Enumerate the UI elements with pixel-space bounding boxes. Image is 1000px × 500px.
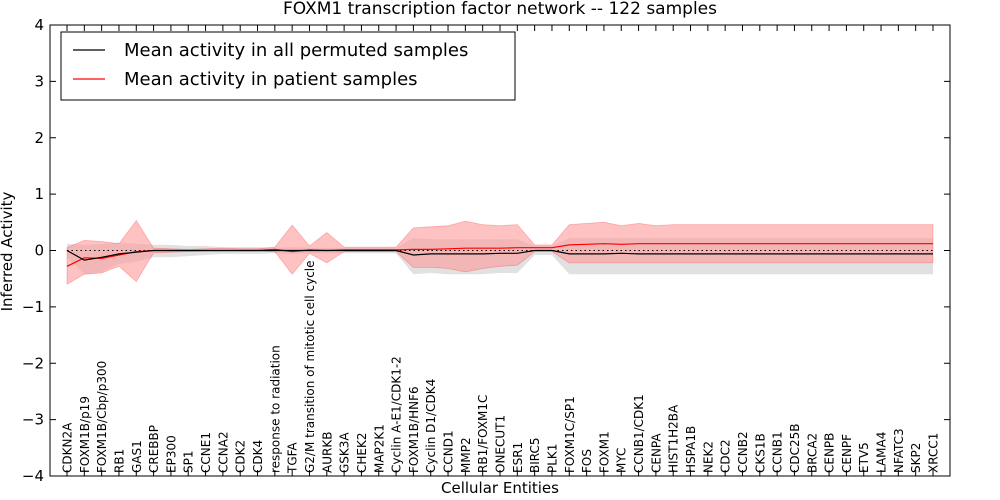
x-tick-label: CCNB1/CDK1 (632, 394, 646, 473)
x-tick-label: SP1 (182, 451, 196, 474)
x-tick-label: CDKN2A (61, 422, 75, 473)
x-axis: CDKN2A FOXM1B/p19 FOXM1B/Cbp/p300 RB1 GAS1 CR… (61, 25, 941, 476)
x-tick-label: PLK1 (546, 444, 560, 473)
x-tick-label: FOXM1B/p19 (78, 396, 92, 473)
y-tick-label: 0 (34, 242, 44, 260)
x-tick-label: RB1 (113, 449, 127, 473)
x-tick-label: NFATC3 (892, 428, 906, 473)
x-tick-label: MYC (615, 448, 629, 473)
x-tick-label: AURKB (320, 432, 334, 473)
legend-label: Mean activity in all permuted samples (124, 40, 468, 61)
x-tick-label: CCNE1 (199, 432, 213, 473)
x-tick-label: SKP2 (909, 443, 923, 473)
x-tick-label: CCNB2 (736, 431, 750, 473)
y-tick-label: 1 (34, 185, 44, 203)
legend-label: Mean activity in patient samples (124, 69, 418, 90)
legend-box (60, 31, 516, 101)
x-tick-label: CENPB (823, 433, 837, 473)
x-tick-label: CCND1 (442, 430, 456, 473)
x-tick-label: ONECUT1 (494, 415, 508, 473)
x-tick-label: TGFA (286, 442, 300, 474)
x-tick-label: RB1/FOXM1C (476, 395, 490, 473)
y-tick-label: −3 (22, 411, 44, 429)
x-tick-label: GAS1 (130, 440, 144, 473)
x-tick-label: CENPA (649, 433, 663, 473)
x-tick-label: CDK2 (234, 440, 248, 473)
y-tick-label: −1 (22, 298, 44, 316)
x-tick-label: GSK3A (338, 432, 352, 473)
y-axis-label: Inferred Activity (0, 191, 16, 311)
x-tick-label: NEK2 (701, 441, 715, 473)
x-tick-label: Cyclin D1/CDK4 (424, 379, 438, 473)
x-tick-label: CDC25B (788, 424, 802, 474)
x-tick-label: BRCA2 (805, 433, 819, 473)
x-tick-label: LAMA4 (875, 432, 889, 473)
y-tick-label: 3 (34, 72, 44, 90)
x-tick-label: EP300 (164, 435, 178, 473)
series-line-permuted (66, 249, 933, 261)
x-tick-label: MAP2K1 (372, 424, 386, 473)
band-patient (66, 219, 934, 285)
x-tick-label: HSPA1B (684, 426, 698, 473)
x-tick-label: CHEK2 (355, 433, 369, 474)
x-tick-label: CENPF (840, 434, 854, 473)
x-tick-label: FOS (580, 449, 594, 473)
x-tick-label: FOXM1B/Cbp/p300 (95, 361, 109, 473)
x-tick-label: CKS1B (753, 433, 767, 473)
x-tick-label: CCNA2 (216, 431, 230, 473)
x-tick-label: BIRC5 (528, 437, 542, 473)
activity-bands (66, 219, 934, 285)
x-tick-label: CCNB1 (771, 431, 785, 473)
chart-title: FOXM1 transcription factor network -- 12… (283, 0, 717, 19)
x-tick-label: ETV5 (857, 442, 871, 473)
x-axis-label: Cellular Entities (441, 479, 559, 497)
x-tick-label: MMP2 (459, 437, 473, 473)
x-tick-label: CDK4 (251, 440, 265, 473)
x-tick-label: XRCC1 (927, 433, 941, 473)
series-lines (66, 243, 933, 267)
x-tick-label: Cyclin A-E1/CDK1-2 (390, 356, 404, 473)
x-tick-label: HIST1H2BA (667, 404, 681, 473)
y-tick-label: −2 (22, 354, 44, 372)
y-tick-label: 4 (34, 16, 44, 34)
x-tick-label: FOXM1B/HNF6 (407, 386, 421, 473)
x-tick-label: CREBBP (147, 425, 161, 473)
x-tick-label: FOXM1 (597, 431, 611, 473)
x-tick-label: FOXM1C/SP1 (563, 396, 577, 473)
y-tick-label: 2 (34, 129, 44, 147)
x-tick-label: response to radiation (268, 345, 282, 473)
x-tick-label: ESR1 (511, 442, 525, 473)
x-tick-label: G2/M transition of mitotic cell cycle (303, 260, 317, 473)
legend: Mean activity in all permuted samples Mea… (60, 31, 516, 101)
y-axis: −4 −3 −2 −1 0 1 2 3 4 (22, 16, 950, 485)
x-tick-label: CDC2 (719, 439, 733, 473)
y-tick-label: −4 (22, 467, 44, 485)
